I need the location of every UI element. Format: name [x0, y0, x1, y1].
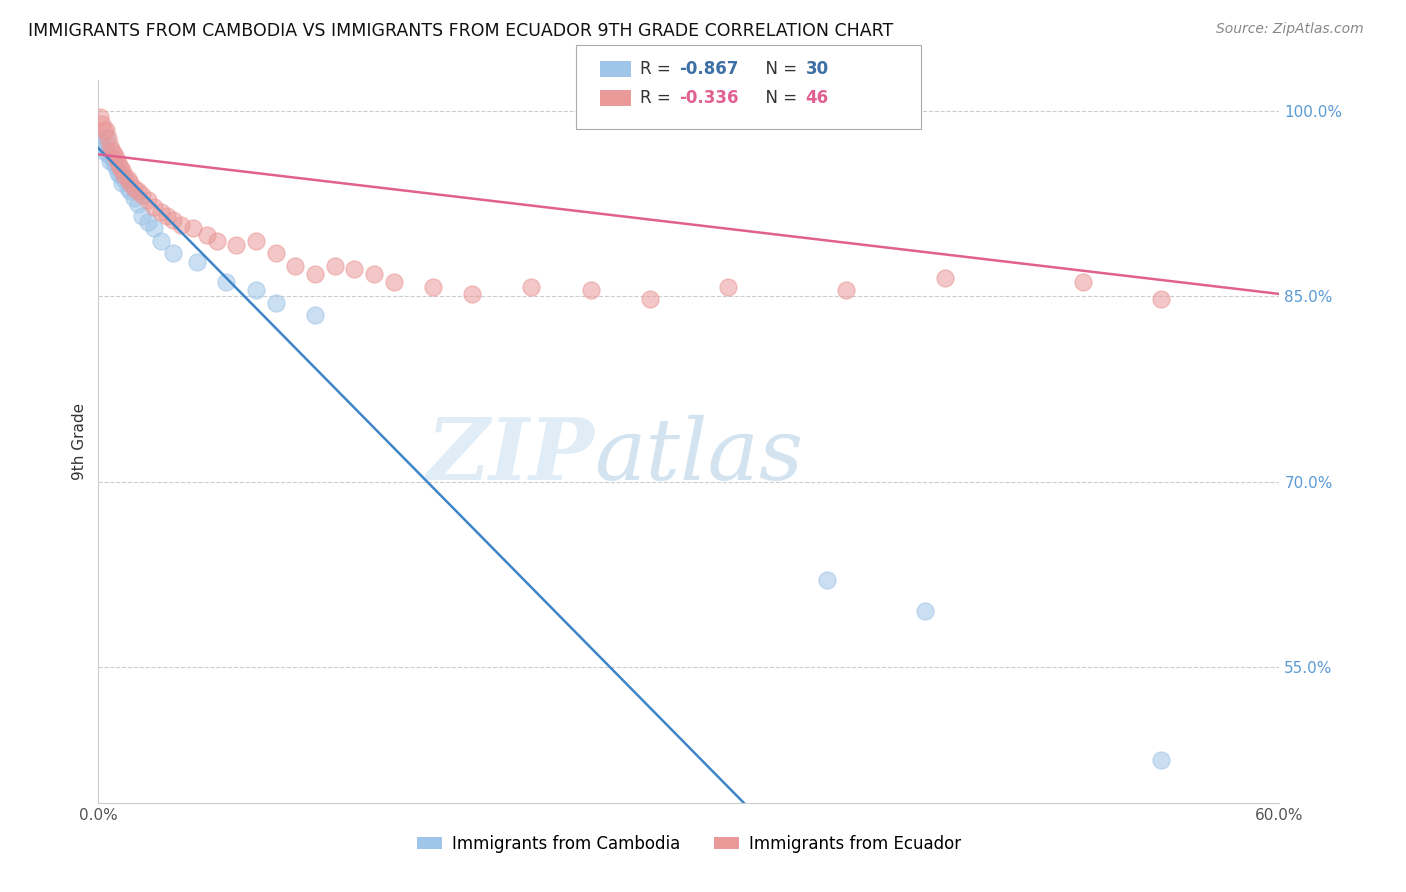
Point: [323, 259, 346, 273]
Point: [103, 147, 125, 161]
Point: [170, 218, 193, 232]
Point: [343, 262, 366, 277]
Point: [97, 131, 120, 145]
Point: [105, 151, 128, 165]
Point: [111, 176, 134, 190]
Point: [136, 215, 159, 229]
Point: [142, 201, 165, 215]
Text: R =: R =: [640, 89, 676, 107]
Point: [142, 221, 165, 235]
Point: [131, 209, 153, 223]
Point: [107, 156, 129, 170]
Point: [89, 111, 111, 125]
Point: [118, 176, 141, 190]
Point: [97, 147, 120, 161]
Point: [717, 279, 740, 293]
Point: [835, 283, 858, 297]
Point: [245, 234, 267, 248]
Point: [1150, 753, 1173, 767]
Point: [108, 160, 131, 174]
Point: [111, 163, 134, 178]
Point: [181, 221, 204, 235]
Point: [186, 255, 208, 269]
Point: [914, 604, 936, 618]
Point: [112, 169, 135, 183]
Text: 30: 30: [806, 60, 828, 78]
Point: [136, 193, 159, 207]
Point: [304, 267, 326, 281]
Text: ZIP: ZIP: [426, 414, 595, 498]
Point: [127, 185, 149, 199]
Point: [131, 188, 153, 202]
Point: [91, 116, 114, 130]
Point: [264, 246, 287, 260]
Point: [1150, 292, 1173, 306]
Point: [91, 138, 114, 153]
Point: [195, 227, 218, 242]
Point: [245, 283, 267, 297]
Point: [89, 135, 111, 149]
Point: [103, 156, 125, 170]
Point: [156, 209, 179, 223]
Point: [105, 160, 128, 174]
Point: [934, 271, 956, 285]
Point: [638, 292, 661, 306]
Point: [215, 275, 238, 289]
Text: atlas: atlas: [595, 415, 804, 498]
Point: [93, 122, 115, 136]
Text: 46: 46: [806, 89, 828, 107]
Text: -0.867: -0.867: [679, 60, 738, 78]
Point: [150, 234, 173, 248]
Point: [117, 172, 139, 186]
Point: [382, 275, 405, 289]
Text: -0.336: -0.336: [679, 89, 738, 107]
Text: N =: N =: [755, 89, 803, 107]
Text: IMMIGRANTS FROM CAMBODIA VS IMMIGRANTS FROM ECUADOR 9TH GRADE CORRELATION CHART: IMMIGRANTS FROM CAMBODIA VS IMMIGRANTS F…: [28, 22, 893, 40]
Point: [101, 151, 124, 165]
Point: [96, 122, 118, 136]
Point: [304, 308, 326, 322]
Point: [107, 166, 129, 180]
Point: [150, 205, 173, 219]
Point: [225, 237, 247, 252]
Point: [264, 295, 287, 310]
Point: [284, 259, 307, 273]
Point: [205, 234, 228, 248]
Text: Source: ZipAtlas.com: Source: ZipAtlas.com: [1216, 22, 1364, 37]
Point: [98, 138, 121, 153]
Point: [118, 185, 141, 199]
Point: [1071, 275, 1094, 289]
Point: [162, 212, 184, 227]
Text: N =: N =: [755, 60, 803, 78]
Point: [101, 144, 124, 158]
Legend: Immigrants from Cambodia, Immigrants from Ecuador: Immigrants from Cambodia, Immigrants fro…: [411, 828, 967, 860]
Point: [579, 283, 602, 297]
Point: [122, 180, 145, 194]
Point: [122, 191, 145, 205]
Point: [117, 180, 139, 194]
Point: [162, 246, 184, 260]
Point: [363, 267, 385, 281]
Point: [520, 279, 543, 293]
Text: R =: R =: [640, 60, 676, 78]
Point: [108, 169, 131, 183]
Point: [96, 131, 118, 145]
Point: [93, 144, 115, 158]
Y-axis label: 9th Grade: 9th Grade: [72, 403, 87, 480]
Point: [127, 196, 149, 211]
Point: [461, 287, 484, 301]
Point: [98, 153, 121, 168]
Point: [422, 279, 444, 293]
Point: [815, 574, 838, 588]
Point: [112, 172, 135, 186]
